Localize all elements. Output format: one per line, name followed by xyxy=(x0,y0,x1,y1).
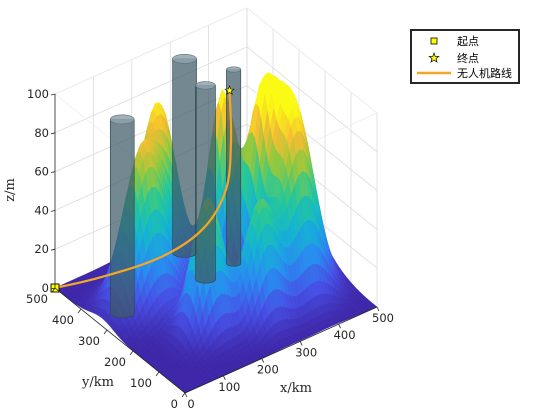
legend-route-label: 无人机路线 xyxy=(457,66,512,80)
cylinder-top xyxy=(109,114,135,125)
y-tick-label: 500 xyxy=(26,292,48,306)
z-axis-label: z/m xyxy=(3,178,18,202)
y-tick-mark xyxy=(51,287,56,293)
z-tick-label: 0 xyxy=(42,281,49,295)
axis-lines xyxy=(54,94,378,394)
y-tick-label: 0 xyxy=(171,397,178,411)
z-tick-mark xyxy=(50,171,56,173)
cylinder-obstacle xyxy=(226,69,242,267)
x-tick-mark xyxy=(338,324,341,329)
cylinder-obstacle xyxy=(109,119,135,319)
y-axis-label: y/km xyxy=(81,375,114,390)
z-tick-mark xyxy=(50,248,56,251)
z-tick-mark xyxy=(50,93,56,96)
uav-route xyxy=(54,90,233,290)
y-tick-mark xyxy=(129,350,134,356)
axis-ticks: 0204060801000100200300400500010020030040… xyxy=(26,87,394,411)
x-axis-label: x/km xyxy=(280,381,312,396)
legend-end-label: 终点 xyxy=(457,51,479,65)
z-tick-label: 80 xyxy=(34,126,49,140)
x-tick-label: 400 xyxy=(334,328,356,342)
cylinder-obstacle xyxy=(172,58,197,258)
z-tick-label: 100 xyxy=(27,87,49,101)
x-tick-mark xyxy=(261,358,265,363)
terrain-surface xyxy=(54,72,378,394)
x-tick-label: 0 xyxy=(187,397,194,411)
legend-end-star-icon xyxy=(428,51,440,63)
cylinder-top xyxy=(226,66,242,73)
z-tick-mark xyxy=(50,132,56,135)
x-tick-mark xyxy=(223,375,226,380)
legend-start-label: 起点 xyxy=(457,35,479,48)
x-tick-label: 100 xyxy=(218,380,240,394)
cylinder-obstacle xyxy=(195,85,216,284)
cylinder-obstacles xyxy=(109,53,242,319)
y-tick-mark xyxy=(103,329,108,335)
grid-line xyxy=(54,46,378,153)
y-tick-label: 400 xyxy=(52,313,74,327)
cylinder-top xyxy=(195,81,216,90)
y-tick-label: 300 xyxy=(78,334,100,348)
z-tick-label: 40 xyxy=(34,203,49,217)
y-tick-mark xyxy=(155,371,160,377)
z-tick-mark xyxy=(50,210,56,212)
cylinder-top xyxy=(172,53,197,64)
x-tick-label: 300 xyxy=(295,345,317,359)
end-marker xyxy=(224,85,235,95)
z-tick-label: 20 xyxy=(34,242,49,256)
x-tick-mark xyxy=(376,306,380,312)
legend-start-square-icon xyxy=(430,37,438,45)
route-line xyxy=(54,90,233,290)
x-tick-label: 200 xyxy=(257,363,279,377)
x-tick-label: 500 xyxy=(372,311,394,325)
y-tick-mark xyxy=(181,392,186,398)
legend: 起点 终点 无人机路线 xyxy=(410,29,520,84)
z-tick-label: 60 xyxy=(34,165,49,179)
y-tick-label: 200 xyxy=(104,355,126,369)
y-tick-label: 100 xyxy=(130,376,152,390)
x-tick-mark xyxy=(299,341,303,346)
x-tick-mark xyxy=(184,392,188,398)
y-tick-mark xyxy=(77,308,82,314)
z-tick-mark xyxy=(50,287,56,290)
